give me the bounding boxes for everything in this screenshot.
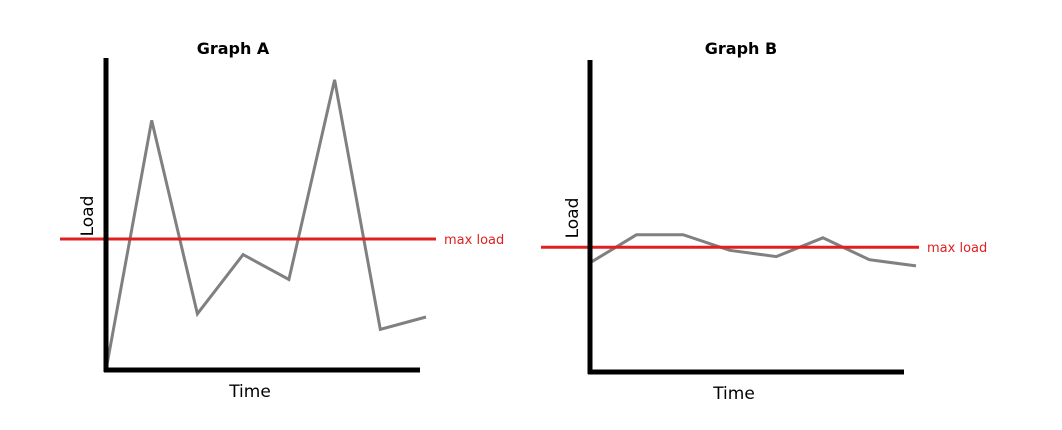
load-series-line: [104, 79, 427, 371]
series-layer: [589, 233, 917, 268]
x-axis-label: Time: [228, 382, 271, 402]
x-axis-label: Time: [712, 384, 755, 404]
chart-title: Graph A: [197, 39, 270, 58]
graph-b: Graph B Load Time max load: [541, 39, 987, 404]
max-load-label: max load: [927, 241, 987, 256]
chart-title: Graph B: [705, 39, 777, 58]
graph-a: Graph A Load Time max load: [60, 39, 504, 402]
load-series-line: [589, 233, 917, 268]
series-layer: [104, 79, 427, 371]
y-axis-label: Load: [563, 198, 583, 239]
max-load-label: max load: [444, 233, 504, 248]
y-axis-label: Load: [78, 196, 98, 237]
